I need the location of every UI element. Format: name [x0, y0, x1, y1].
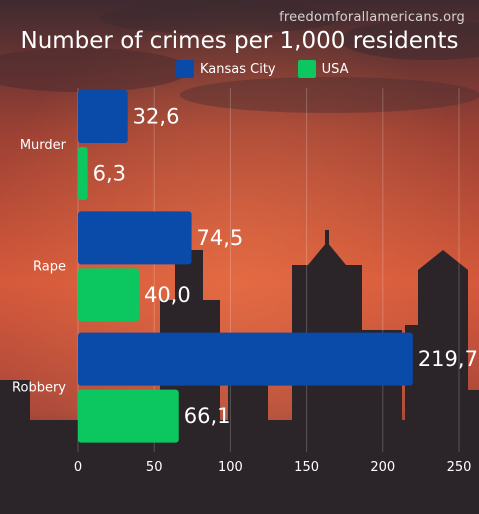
- x-tick-label: 250: [447, 460, 472, 475]
- data-label: 74,5: [197, 226, 244, 250]
- data-label: 6,3: [93, 162, 126, 186]
- x-tick-label: 0: [74, 460, 82, 475]
- watermark: freedomforallamericans.org: [279, 10, 465, 25]
- legend-item-usa: USA: [297, 60, 349, 78]
- x-tick-label: 100: [218, 460, 243, 475]
- data-label: 219,7: [418, 347, 478, 371]
- x-tick-label: 200: [370, 460, 395, 475]
- chart-title: Number of crimes per 1,000 residents: [20, 28, 459, 54]
- x-axis-ticks: 0 50 100 150 200 250: [74, 460, 472, 475]
- legend: Kansas City USA: [176, 60, 365, 78]
- bar-rape-usa: [78, 268, 139, 322]
- x-tick-label: 150: [294, 460, 319, 475]
- category-label: Rape: [33, 259, 66, 274]
- bar-rape-kansas-city: [78, 211, 192, 265]
- data-label: 66,1: [184, 404, 231, 428]
- legend-label-kansas-city: Kansas City: [200, 61, 276, 77]
- x-tick-label: 50: [146, 460, 163, 475]
- bar-murder-usa: [78, 147, 88, 200]
- legend-swatch-usa: [297, 60, 316, 78]
- category-label: Murder: [20, 138, 67, 153]
- data-label: 32,6: [133, 105, 180, 129]
- legend-swatch-kansas-city: [176, 60, 194, 78]
- bars: 32,6 6,3 74,5 40,0 219,7 66,1: [78, 90, 478, 443]
- category-label: Robbery: [12, 381, 66, 396]
- legend-label-usa: USA: [321, 61, 349, 77]
- bar-murder-kansas-city: [78, 90, 128, 143]
- data-label: 40,0: [144, 283, 191, 307]
- legend-item-kansas-city: Kansas City: [176, 60, 276, 78]
- bar-robbery-usa: [78, 389, 179, 443]
- bar-robbery-kansas-city: [78, 332, 413, 386]
- category-labels: Murder Rape Robbery: [12, 138, 67, 396]
